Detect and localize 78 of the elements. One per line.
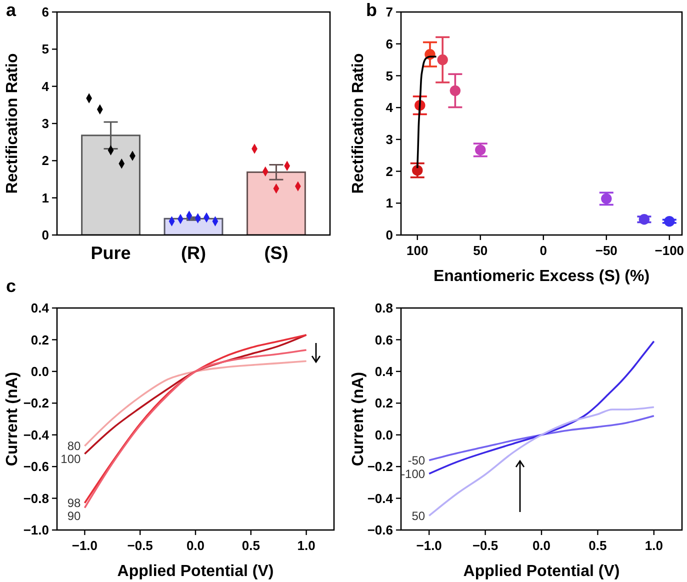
line-series bbox=[428, 340, 655, 475]
y-tick-label: 0.6 bbox=[374, 332, 393, 348]
x-axis-title: Applied Potential (V) bbox=[117, 563, 274, 580]
y-axis-title: Rectification Ratio bbox=[350, 53, 367, 194]
x-tick-label: (R) bbox=[181, 243, 206, 263]
y-tick-label: 6 bbox=[42, 4, 49, 20]
y-tick-label: −1.0 bbox=[23, 522, 49, 538]
text: a bbox=[6, 0, 17, 20]
y-tick-label: 0.0 bbox=[374, 427, 393, 442]
y-tick-label: 0 bbox=[386, 228, 393, 243]
series-label: -100 bbox=[401, 466, 426, 481]
series-label: -50 bbox=[408, 453, 426, 468]
y-tick-label: 6 bbox=[386, 36, 393, 52]
y-tick-label: 3 bbox=[386, 132, 393, 147]
x-tick-label: 0.5 bbox=[588, 538, 607, 553]
y-axis-title: Current (nA) bbox=[4, 372, 21, 466]
x-tick-label: 0.0 bbox=[186, 538, 205, 553]
y-tick-label: 1 bbox=[386, 196, 393, 211]
y-tick-label: 0 bbox=[42, 228, 49, 243]
y-tick-label: −0.8 bbox=[23, 490, 49, 506]
point bbox=[664, 216, 675, 227]
y-tick-label: 2 bbox=[386, 164, 393, 179]
x-tick-label: −0.5 bbox=[127, 538, 153, 553]
text: b bbox=[366, 0, 377, 20]
x-tick-label: Pure bbox=[90, 243, 131, 263]
series-label: 90 bbox=[67, 509, 82, 524]
y-tick-label: −0.2 bbox=[23, 396, 49, 411]
x-tick-label: −50 bbox=[595, 243, 618, 258]
y-tick-label: 4 bbox=[386, 100, 394, 116]
point bbox=[437, 54, 448, 66]
y-tick-label: −0.4 bbox=[23, 427, 50, 442]
y-tick-label: −0.4 bbox=[367, 490, 394, 506]
line-series bbox=[84, 334, 308, 455]
y-axis-title: Current (nA) bbox=[350, 372, 367, 466]
y-tick-label: 0.8 bbox=[374, 300, 393, 316]
line-series bbox=[428, 414, 655, 462]
point bbox=[412, 164, 423, 176]
y-tick-label: 5 bbox=[386, 68, 393, 84]
x-tick-label: 0.0 bbox=[532, 538, 551, 553]
y-tick-label: 0.4 bbox=[30, 300, 50, 316]
x-tick-label: −100 bbox=[654, 243, 684, 258]
y-tick-label: 7 bbox=[386, 4, 393, 20]
x-axis-title: Applied Potential (V) bbox=[463, 563, 620, 580]
x-tick-label: −1.0 bbox=[416, 538, 442, 553]
y-tick-label: −0.6 bbox=[23, 459, 49, 474]
point bbox=[601, 193, 612, 204]
y-tick-label: 5 bbox=[42, 42, 49, 57]
y-tick-label: 0.2 bbox=[374, 396, 393, 411]
x-tick-label: 0.5 bbox=[242, 538, 260, 553]
series-label: 50 bbox=[412, 508, 426, 523]
y-tick-label: 0.0 bbox=[30, 364, 49, 379]
x-tick-label: 1.0 bbox=[644, 538, 663, 553]
series-label: 80 bbox=[67, 439, 82, 454]
x-axis-title: Enantiomeric Excess (S) (%) bbox=[433, 268, 650, 285]
x-tick-label: −1.0 bbox=[72, 538, 98, 553]
y-tick-label: 2 bbox=[42, 153, 49, 168]
y-tick-label: −0.2 bbox=[367, 459, 393, 474]
x-tick-label: −0.5 bbox=[472, 538, 498, 553]
text: c bbox=[6, 276, 16, 296]
y-tick-label: 1 bbox=[42, 190, 49, 206]
x-tick-label: 1.0 bbox=[297, 538, 316, 553]
series-label: 98 bbox=[67, 496, 82, 510]
series-label: 100 bbox=[60, 452, 82, 466]
point bbox=[450, 85, 461, 96]
x-tick-label: 50 bbox=[473, 243, 488, 258]
y-tick-label: 0.2 bbox=[30, 332, 49, 348]
point bbox=[638, 214, 650, 225]
y-tick-label: −0.6 bbox=[367, 522, 393, 538]
x-tick-label: 100 bbox=[406, 243, 428, 258]
y-tick-label: 0.4 bbox=[374, 364, 394, 379]
y-tick-label: 3 bbox=[42, 116, 49, 132]
y-tick-label: 4 bbox=[42, 78, 50, 94]
line-series bbox=[84, 360, 308, 447]
point bbox=[475, 144, 486, 156]
line-series bbox=[428, 406, 655, 517]
x-tick-label: 0 bbox=[540, 243, 548, 258]
y-axis-title: Rectification Ratio bbox=[4, 53, 21, 194]
x-tick-label: (S) bbox=[264, 243, 288, 263]
